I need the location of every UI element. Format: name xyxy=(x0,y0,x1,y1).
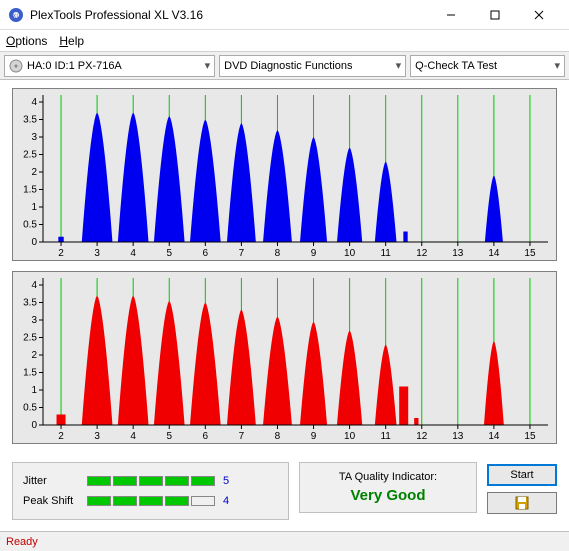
chart-top: 0 0.5 1 1.5 2 2.5 3 3.5 4 2 3 4 5 6 7 8 9 10 11 12 13 14 15 xyxy=(12,88,557,261)
svg-text:11: 11 xyxy=(380,431,391,442)
svg-text:1: 1 xyxy=(31,202,37,213)
peakshift-bars xyxy=(87,496,215,506)
svg-text:0.5: 0.5 xyxy=(23,220,37,231)
test-select[interactable]: Q-Check TA Test ▾ xyxy=(410,55,565,77)
peakshift-label: Peak Shift xyxy=(23,495,87,507)
menubar: Options Help xyxy=(0,30,569,52)
chevron-down-icon: ▾ xyxy=(199,59,211,72)
svg-text:3: 3 xyxy=(94,431,100,442)
svg-text:8: 8 xyxy=(275,431,281,442)
jitter-value: 5 xyxy=(223,475,229,487)
peakshift-value: 4 xyxy=(223,495,229,507)
window-title: PlexTools Professional XL V3.16 xyxy=(30,8,429,22)
status-text: Ready xyxy=(6,536,38,548)
svg-text:14: 14 xyxy=(488,248,500,259)
svg-text:2.5: 2.5 xyxy=(23,150,37,161)
svg-text:7: 7 xyxy=(239,431,245,442)
svg-text:2: 2 xyxy=(31,350,37,361)
jitter-label: Jitter xyxy=(23,475,87,487)
close-button[interactable] xyxy=(517,0,561,30)
svg-text:2.5: 2.5 xyxy=(23,333,37,344)
drive-select[interactable]: HA:0 ID:1 PX-716A ▾ xyxy=(4,55,215,77)
app-icon: XL xyxy=(8,7,24,23)
svg-text:9: 9 xyxy=(311,431,317,442)
quality-label: TA Quality Indicator: xyxy=(310,471,466,483)
chevron-down-icon: ▾ xyxy=(390,59,402,72)
svg-text:11: 11 xyxy=(380,248,391,259)
bottom-panel: Jitter 5 Peak Shift 4 TA Quality Indicat… xyxy=(0,454,569,524)
minimize-button[interactable] xyxy=(429,0,473,30)
toolbar: HA:0 ID:1 PX-716A ▾ DVD Diagnostic Funct… xyxy=(0,52,569,80)
svg-text:2: 2 xyxy=(58,248,64,259)
svg-text:7: 7 xyxy=(239,248,245,259)
svg-text:15: 15 xyxy=(524,431,536,442)
svg-text:0: 0 xyxy=(31,420,37,431)
svg-text:9: 9 xyxy=(311,248,317,259)
svg-text:3.5: 3.5 xyxy=(23,298,37,309)
svg-text:6: 6 xyxy=(203,431,209,442)
start-button[interactable]: Start xyxy=(487,464,557,486)
action-buttons: Start xyxy=(487,462,557,514)
svg-text:0.5: 0.5 xyxy=(23,403,37,414)
jitter-row: Jitter 5 xyxy=(23,471,278,491)
svg-text:1.5: 1.5 xyxy=(23,185,37,196)
svg-text:12: 12 xyxy=(416,248,428,259)
chart-bottom: 0 0.5 1 1.5 2 2.5 3 3.5 4 2 3 4 5 6 7 8 9 10 11 12 13 14 15 xyxy=(12,271,557,444)
svg-text:3.5: 3.5 xyxy=(23,115,37,126)
svg-text:4: 4 xyxy=(31,280,37,291)
svg-text:5: 5 xyxy=(166,431,172,442)
svg-text:1: 1 xyxy=(31,385,37,396)
svg-text:10: 10 xyxy=(344,431,356,442)
function-select[interactable]: DVD Diagnostic Functions ▾ xyxy=(219,55,406,77)
svg-text:4: 4 xyxy=(130,248,136,259)
peakshift-row: Peak Shift 4 xyxy=(23,491,278,511)
svg-text:2: 2 xyxy=(58,431,64,442)
svg-text:10: 10 xyxy=(344,248,356,259)
svg-text:13: 13 xyxy=(452,431,464,442)
svg-text:3: 3 xyxy=(31,315,37,326)
quality-value: Very Good xyxy=(310,487,466,504)
quality-panel: TA Quality Indicator: Very Good xyxy=(299,462,477,513)
chevron-down-icon: ▾ xyxy=(548,59,560,72)
svg-text:15: 15 xyxy=(524,248,536,259)
save-icon xyxy=(515,496,529,510)
svg-text:13: 13 xyxy=(452,248,464,259)
menu-help[interactable]: Help xyxy=(59,34,84,48)
svg-text:4: 4 xyxy=(130,431,136,442)
metrics-panel: Jitter 5 Peak Shift 4 xyxy=(12,462,289,520)
svg-text:5: 5 xyxy=(166,248,172,259)
svg-text:3: 3 xyxy=(94,248,100,259)
titlebar: XL PlexTools Professional XL V3.16 xyxy=(0,0,569,30)
chart-area: 00.511.522.533.5423456789101112131415 00… xyxy=(0,80,569,444)
drive-select-label: HA:0 ID:1 PX-716A xyxy=(27,60,122,72)
svg-text:1.5: 1.5 xyxy=(23,368,37,379)
drive-icon xyxy=(9,59,23,73)
svg-text:14: 14 xyxy=(488,431,500,442)
svg-text:3: 3 xyxy=(31,132,37,143)
statusbar: Ready xyxy=(0,531,569,551)
save-button[interactable] xyxy=(487,492,557,514)
maximize-button[interactable] xyxy=(473,0,517,30)
svg-text:6: 6 xyxy=(203,248,209,259)
svg-text:2: 2 xyxy=(31,167,37,178)
svg-text:12: 12 xyxy=(416,431,428,442)
svg-text:0: 0 xyxy=(31,237,37,248)
function-select-label: DVD Diagnostic Functions xyxy=(224,60,352,72)
jitter-bars xyxy=(87,476,215,486)
svg-text:8: 8 xyxy=(275,248,281,259)
menu-options[interactable]: Options xyxy=(6,34,47,48)
svg-text:XL: XL xyxy=(12,14,20,20)
test-select-label: Q-Check TA Test xyxy=(415,60,497,72)
svg-text:4: 4 xyxy=(31,97,37,108)
